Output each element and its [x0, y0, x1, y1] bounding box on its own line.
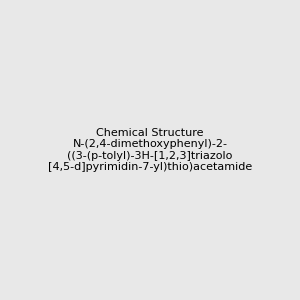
Text: Chemical Structure
N-(2,4-dimethoxyphenyl)-2-
((3-(p-tolyl)-3H-[1,2,3]triazolo
[: Chemical Structure N-(2,4-dimethoxypheny… — [48, 128, 252, 172]
